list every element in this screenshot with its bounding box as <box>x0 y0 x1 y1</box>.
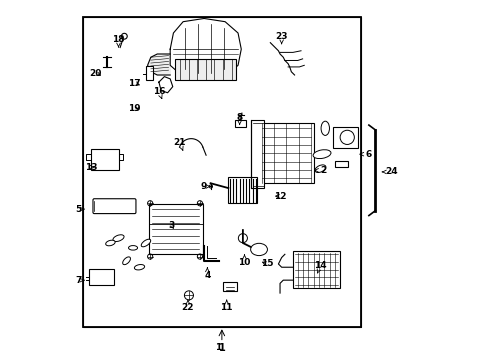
Bar <box>334 161 347 167</box>
Ellipse shape <box>312 150 330 158</box>
Ellipse shape <box>122 257 130 265</box>
Text: 1: 1 <box>218 343 225 353</box>
Ellipse shape <box>141 239 150 247</box>
Text: 17: 17 <box>128 78 141 87</box>
Bar <box>149 204 202 254</box>
Text: 13: 13 <box>84 163 97 172</box>
Text: 24: 24 <box>382 167 397 176</box>
Bar <box>292 251 339 288</box>
Text: 7: 7 <box>75 276 84 285</box>
Bar <box>175 59 236 80</box>
Ellipse shape <box>128 246 137 250</box>
Bar <box>228 177 257 203</box>
Text: 20: 20 <box>89 69 102 78</box>
Polygon shape <box>170 18 241 79</box>
Text: 18: 18 <box>112 35 124 47</box>
Bar <box>333 127 357 148</box>
Bar <box>223 282 236 292</box>
Text: 10: 10 <box>238 255 250 267</box>
Text: 14: 14 <box>313 261 326 273</box>
Text: 2: 2 <box>314 166 326 175</box>
Bar <box>250 120 264 188</box>
Ellipse shape <box>105 240 115 246</box>
Bar <box>145 66 153 80</box>
Bar <box>234 120 245 127</box>
Ellipse shape <box>250 243 267 256</box>
Bar <box>83 17 360 327</box>
Text: 4: 4 <box>204 268 210 280</box>
Ellipse shape <box>134 265 144 270</box>
Text: 6: 6 <box>359 150 371 159</box>
Bar <box>91 149 118 170</box>
Text: 5: 5 <box>75 204 84 213</box>
FancyBboxPatch shape <box>93 199 136 213</box>
Text: 15: 15 <box>260 260 273 269</box>
Text: 16: 16 <box>152 87 165 99</box>
Ellipse shape <box>314 165 325 172</box>
Text: 21: 21 <box>173 138 186 150</box>
Polygon shape <box>147 54 170 75</box>
Bar <box>89 269 113 285</box>
Text: 9: 9 <box>201 182 210 191</box>
Text: 12: 12 <box>273 192 285 201</box>
Text: 23: 23 <box>275 32 287 44</box>
Ellipse shape <box>113 235 124 242</box>
Bar <box>259 123 313 183</box>
Text: 1: 1 <box>215 343 222 352</box>
Text: 8: 8 <box>236 113 242 125</box>
Text: 3: 3 <box>168 221 175 230</box>
Text: 11: 11 <box>220 300 232 312</box>
Text: 22: 22 <box>182 300 194 312</box>
Text: 19: 19 <box>128 104 141 113</box>
Ellipse shape <box>321 121 329 135</box>
Bar <box>83 17 360 327</box>
